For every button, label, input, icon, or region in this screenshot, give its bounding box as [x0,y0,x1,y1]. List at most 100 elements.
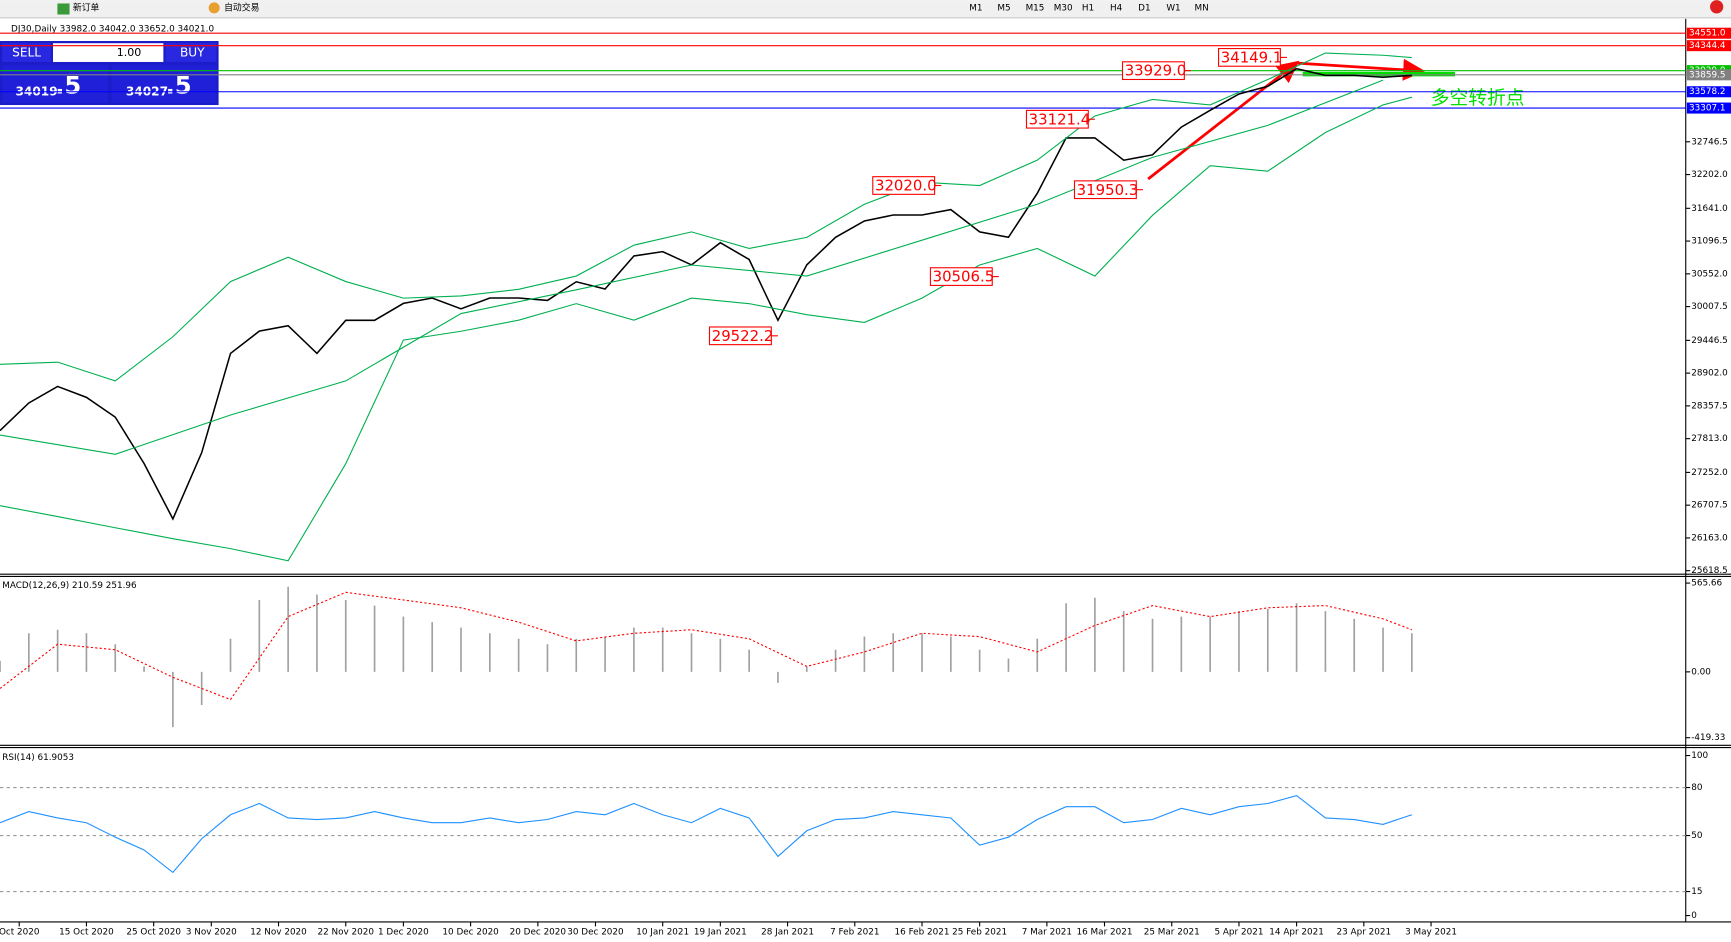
x-tick-label: 28 Jan 2021 [761,927,814,937]
price-level-label: 34344.4 [1689,41,1726,51]
lot-value[interactable]: 1.00 [117,46,142,59]
ask-box[interactable] [111,65,217,103]
x-tick-label: 19 Jan 2021 [694,927,747,937]
y-tick-label: 0.00 [1691,667,1711,677]
y-tick-label: 50 [1691,831,1703,841]
timeframe-button[interactable]: H1 [1082,3,1094,13]
timeframe-button[interactable]: M30 [1054,3,1073,13]
annotation-label: 34149.1 [1221,48,1283,66]
timeframe-group: M1 M5 M15 M30 H1 H4 D1 W1 MN [969,3,1208,13]
price-level-label: 34551.0 [1689,29,1726,39]
y-tick-label: -419.33 [1691,733,1725,743]
x-tick-label: 10 Dec 2020 [442,927,499,937]
annotation-box [872,176,936,195]
annotation-box [1217,48,1281,67]
x-tick-label: 25 Feb 2021 [952,927,1007,937]
annotation-label: 31950.3 [1077,181,1139,199]
annotation-box [1121,61,1185,81]
x-tick-label: 3 May 2021 [1405,927,1457,937]
auto-trading-icon[interactable] [208,2,220,14]
sell-button[interactable] [2,43,51,62]
x-tick-label: 23 Apr 2021 [1337,927,1392,937]
y-tick-label: 80 [1691,783,1703,793]
x-tick-label: 1 Dec 2020 [378,927,429,937]
y-tick-label: 28357.5 [1691,401,1728,411]
x-tick-label: 5 Apr 2021 [1214,927,1263,937]
y-tick-label: 27252.0 [1691,468,1728,478]
new-order-button[interactable]: 新订单 [73,1,100,13]
x-tick-label: 15 Oct 2020 [59,927,114,937]
timeframe-button[interactable]: M1 [969,3,982,13]
annotation-box [1073,180,1137,200]
x-tick-label: 14 Apr 2021 [1269,927,1324,937]
timeframe-button[interactable]: W1 [1166,3,1180,13]
y-tick-label: 27813.0 [1691,434,1728,444]
y-tick-label: 32746.5 [1691,137,1728,147]
y-tick-label: 30552.0 [1691,269,1728,279]
series-line [0,67,1412,521]
x-tick-label: 7 Feb 2021 [830,927,879,937]
x-tick-label: 20 Dec 2020 [510,927,567,937]
annotation-label: 33121.4 [1029,110,1091,128]
timeframe-button[interactable]: D1 [1138,3,1150,13]
price-level-label: 33307.1 [1689,104,1726,114]
y-tick-label: 15 [1691,887,1702,897]
y-tick-label: 30007.5 [1691,302,1728,312]
annotation-label: 33929.0 [1125,62,1187,80]
timeframe-button[interactable]: MN [1194,3,1208,13]
y-tick-label: 26707.5 [1691,501,1728,511]
x-tick-label: 25 Mar 2021 [1144,927,1200,937]
y-tick-label: 32202.0 [1691,170,1728,180]
y-tick-label: 565.66 [1691,579,1722,589]
y-tick-label: 26163.0 [1691,533,1728,543]
price-level-tag [1686,86,1731,98]
series-line [0,794,1413,874]
trend-arrow [1297,58,1426,81]
timeframe-button[interactable]: M15 [1026,3,1045,13]
x-tick-label: 25 Oct 2020 [126,927,181,937]
annotation-box [1025,109,1089,129]
y-tick-label: 31641.0 [1691,204,1728,214]
x-tick-label: 30 Dec 2020 [567,927,624,937]
annotation-box [929,267,993,286]
x-tick-label: 16 Feb 2021 [895,927,950,937]
buy-button[interactable] [165,43,217,62]
new-order-icon[interactable] [57,3,70,15]
bid-box[interactable] [2,65,109,103]
series-line [0,591,1413,701]
annotation-label: 32020.0 [875,177,937,195]
y-tick-label: 31096.5 [1691,237,1728,247]
price-level-tag [1686,69,1731,81]
sell-label[interactable]: SELL [12,46,41,60]
price-level-tag [1686,40,1731,52]
x-tick-label: Oct 2020 [0,927,40,937]
y-tick-label: 100 [1691,751,1708,761]
rsi-title: RSI(14) 61.9053 [2,753,74,763]
macd-title: MACD(12,26,9) 210.59 251.96 [2,581,137,591]
auto-trading-button[interactable]: 自动交易 [224,1,259,13]
price-level-tag [1686,102,1731,114]
timeframe-button[interactable]: M5 [997,3,1010,13]
annotation-label: 30506.5 [933,268,995,286]
price-level-label: 33859.5 [1689,70,1726,80]
lot-input[interactable] [52,43,164,62]
price-level-tag [1686,27,1731,39]
toolbar [0,0,1731,18]
trend-arrow [1147,60,1300,181]
x-tick-label: 16 Mar 2021 [1077,927,1133,937]
series-line [0,79,1384,455]
y-tick-label: 29446.5 [1691,336,1728,346]
buy-label[interactable]: BUY [180,46,205,60]
one-click-panel: SELL 1.00 BUY 34019 .5 34027 .5 [0,41,219,106]
pivot-note: 多空转折点 [1431,87,1525,109]
y-tick-label: 28902.0 [1691,369,1728,379]
y-tick-label: 25618.5 [1691,566,1728,576]
annotation-label: 29522.2 [712,327,774,345]
series-line [0,96,1412,562]
alert-icon[interactable] [1710,0,1724,14]
y-tick-label: 0 [1691,911,1697,921]
x-tick-label: 12 Nov 2020 [250,927,307,937]
timeframe-button[interactable]: H4 [1110,3,1123,13]
